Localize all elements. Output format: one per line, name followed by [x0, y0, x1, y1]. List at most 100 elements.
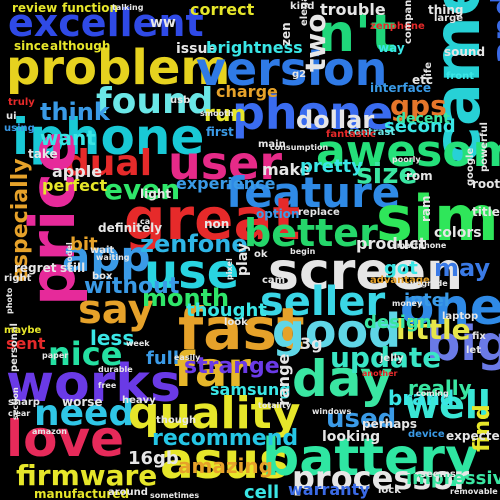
cloud-word: far	[174, 342, 251, 398]
cloud-word: since	[14, 39, 50, 53]
cloud-word: another	[362, 369, 398, 378]
cloud-word: 3g	[300, 334, 323, 353]
cloud-word: looking	[322, 429, 381, 445]
cloud-word: poorly	[392, 155, 421, 164]
cloud-word: big	[426, 316, 500, 372]
cloud-word: excellent	[8, 1, 204, 45]
cloud-word: regret	[14, 261, 57, 275]
cloud-word: intel	[404, 290, 450, 311]
cloud-word: month	[142, 284, 230, 312]
cloud-word: trouble	[320, 0, 386, 19]
cloud-word: ok	[254, 249, 268, 260]
cloud-word: dollar	[296, 106, 375, 134]
cloud-word: good	[272, 304, 402, 358]
cloud-word: cam	[262, 275, 286, 286]
cloud-word: pixel	[225, 258, 234, 280]
cloud-word: sent	[6, 334, 46, 353]
cloud-word: lock	[378, 485, 401, 496]
cloud-word: g2	[292, 69, 307, 80]
cloud-word: look	[224, 317, 248, 328]
cloud-word: app	[62, 232, 151, 281]
cloud-word: review	[12, 1, 58, 15]
cloud-word: say	[78, 287, 154, 333]
cloud-word: device	[408, 429, 445, 440]
cloud-word: android	[485, 0, 500, 64]
cloud-word: light	[140, 187, 172, 201]
cloud-word: removable	[450, 487, 498, 496]
cloud-word: little	[396, 313, 471, 346]
cloud-word: maybe	[4, 325, 42, 336]
cloud-word: recommend	[152, 426, 299, 451]
cloud-word: one	[400, 278, 500, 336]
cloud-word: amazon	[32, 427, 67, 436]
cloud-word: version	[196, 42, 388, 96]
cloud-word: fix	[472, 331, 486, 342]
cloud-word: etc	[412, 73, 433, 87]
cloud-word: well	[404, 383, 491, 427]
cloud-word: size	[356, 157, 418, 190]
cloud-word: without	[84, 274, 180, 299]
cloud-word: perfect	[42, 176, 108, 195]
cloud-word: firmware	[16, 459, 158, 492]
cloud-word: update	[330, 341, 442, 374]
cloud-word: strange	[184, 354, 280, 379]
cloud-word: 16gb	[128, 448, 179, 469]
cloud-word: fast	[178, 295, 305, 363]
cloud-word: processor	[292, 459, 470, 497]
cloud-word: heavy	[122, 395, 156, 406]
cloud-word: wait	[90, 245, 115, 256]
cloud-word: let	[466, 345, 481, 356]
cloud-word: contrast	[348, 127, 396, 138]
cloud-word: function	[62, 1, 119, 15]
cloud-word: root	[472, 177, 500, 191]
cloud-word: even	[104, 173, 181, 206]
cloud-word: ram	[419, 195, 433, 222]
cloud-word: first	[206, 125, 234, 139]
cloud-word: paper	[42, 351, 69, 360]
cloud-word: non	[204, 217, 230, 231]
cloud-word: jelly	[380, 353, 404, 364]
cloud-word: perhaps	[362, 417, 418, 431]
cloud-word: used	[326, 404, 397, 434]
cloud-word: feature	[226, 168, 401, 217]
cloud-word: think	[40, 98, 110, 126]
cloud-word: section	[11, 387, 20, 420]
cloud-word: dual	[64, 143, 153, 184]
cloud-word: asus	[160, 432, 289, 490]
cloud-word: great	[124, 185, 301, 253]
cloud-word: problem	[6, 40, 231, 96]
cloud-word: interface	[370, 81, 432, 95]
cloud-word: zenphone	[370, 21, 425, 32]
cloud-word: take	[28, 147, 58, 161]
cloud-word: free	[98, 381, 117, 390]
cloud-word: easily	[174, 353, 201, 362]
cloud-word: thing	[428, 3, 464, 17]
cloud-word: seems	[420, 469, 456, 480]
cloud-word: usb	[170, 95, 191, 106]
cloud-word: clear	[8, 409, 31, 418]
cloud-word: battery	[262, 428, 479, 488]
cloud-word: windows	[312, 407, 352, 416]
cloud-word: company	[403, 0, 414, 44]
cloud-word: use	[144, 244, 240, 300]
cloud-word: laptop	[442, 311, 479, 322]
cloud-word: waiting	[96, 253, 130, 262]
cloud-word: warranty	[288, 480, 370, 499]
cloud-word: issue	[176, 41, 217, 57]
cloud-word: brand	[388, 386, 455, 410]
cloud-word: less	[90, 326, 135, 350]
cloud-word: nice	[48, 335, 123, 373]
cloud-word: ui	[6, 111, 17, 122]
cloud-word: want	[40, 126, 96, 150]
cloud-word: sometimes	[150, 491, 200, 500]
cloud-word: using	[4, 123, 35, 134]
cloud-word: though	[156, 415, 197, 426]
cloud-word: works	[6, 354, 181, 414]
cloud-word: still	[60, 261, 86, 275]
cloud-word: experience	[176, 174, 276, 193]
cloud-word: talking	[112, 3, 144, 12]
cloud-word: pretty	[300, 156, 363, 177]
cloud-word: really	[408, 376, 472, 400]
